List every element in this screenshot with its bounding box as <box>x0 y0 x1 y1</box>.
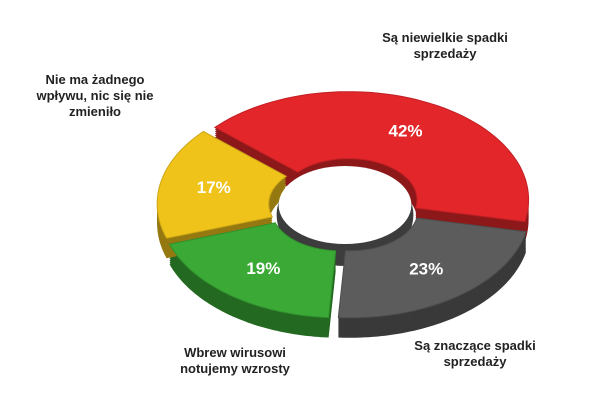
value-label: 42% <box>389 122 423 141</box>
slice <box>213 91 530 223</box>
category-label: Są znaczące spadki sprzedaży <box>414 338 536 369</box>
donut-hole-top <box>278 165 412 245</box>
category-label: Są niewielkie spadki sprzedaży <box>382 30 508 61</box>
value-label: 23% <box>409 259 443 278</box>
value-label: 17% <box>197 178 231 197</box>
slice <box>156 130 288 239</box>
slice <box>168 222 337 319</box>
slice <box>337 217 527 319</box>
category-label: Wbrew wirusowi notujemy wzrosty <box>180 345 290 376</box>
value-label: 19% <box>246 259 280 278</box>
category-label: Nie ma żadnego wpływu, nic się nie zmien… <box>36 72 154 119</box>
